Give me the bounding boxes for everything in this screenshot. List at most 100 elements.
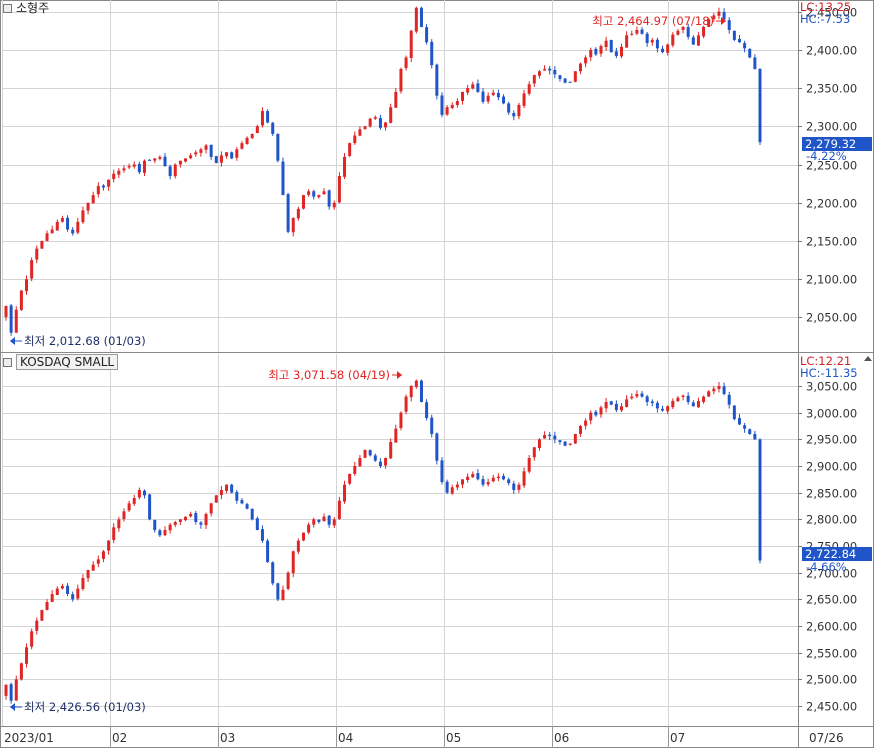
panel1-candle-body: [214, 156, 218, 164]
panel2-candle-body: [589, 412, 593, 421]
panel1-candle-body: [681, 26, 685, 30]
panel2-candle-body: [71, 594, 75, 600]
panel1-candle-body: [676, 30, 680, 35]
panel2-candle-body: [584, 420, 588, 426]
panel1-title-text: 소형주: [16, 1, 50, 15]
panel1-candle-body: [91, 195, 95, 204]
panel1-candle-body: [327, 190, 331, 207]
panel1-candle-body: [568, 81, 572, 83]
panel1-candle-body: [81, 210, 85, 223]
panel1-candle-body: [604, 40, 608, 48]
panel1-candle-body: [286, 194, 290, 232]
panel2-candle-body: [481, 479, 485, 485]
panel2-candle-body: [532, 447, 536, 458]
panel1-candle-body: [635, 29, 639, 34]
panel1-candle-body: [553, 69, 557, 75]
panel1-ytick-label: 2,100.00: [806, 273, 857, 287]
panel1-candle-body: [563, 78, 567, 83]
panel2-candle-body: [522, 471, 526, 486]
panel1-candle-body: [281, 161, 285, 196]
panel1-low-annotation: 최저 2,012.68 (01/03): [24, 334, 146, 348]
panel2-candle-body: [661, 408, 665, 411]
panel1-candle-body: [301, 195, 305, 209]
panel1-candle-body: [378, 118, 382, 128]
panel1-candle-body: [127, 166, 131, 168]
panel2-candle-body: [435, 433, 439, 461]
panel2-candle-body: [707, 391, 711, 397]
panel2-candle-body: [327, 515, 331, 525]
panel1-candle-body: [409, 30, 413, 58]
panel2-change-pct: -4.66%: [806, 560, 847, 574]
panel1-candle-body: [537, 71, 541, 76]
panel1-candle-body: [507, 103, 511, 113]
panel2-title[interactable]: KOSDAQ SMALL: [3, 354, 119, 370]
panel2-candle-body: [91, 564, 95, 571]
panel2-candle-body: [96, 559, 100, 564]
panel2-candle-body: [620, 406, 624, 411]
panel1-candle-body: [445, 107, 449, 115]
panel2-candle-body: [609, 401, 613, 405]
panel1-candle-body: [204, 145, 208, 150]
panel2-candle-body: [389, 442, 393, 459]
panel1-candle-body: [717, 11, 721, 16]
panel2-candle-body: [214, 495, 218, 503]
panel1-candle-body: [271, 122, 275, 134]
panel2-candle-body: [307, 524, 311, 533]
collapse-triangle-icon[interactable]: [864, 356, 872, 361]
panel2-candle-body: [30, 631, 34, 647]
panel1-candle-body: [532, 75, 536, 84]
panel1-candle-body: [686, 27, 690, 37]
panel1-candle-body: [450, 104, 454, 108]
panel2-candle-body: [476, 473, 480, 480]
panel1-candle-body: [666, 44, 670, 53]
panel2-ytick-label: 3,050.00: [806, 380, 857, 394]
panel1-candle-body: [30, 260, 34, 279]
panel1-candle-body: [743, 43, 747, 49]
panel2-title-text: KOSDAQ SMALL: [16, 354, 119, 370]
panel2-candle-body: [702, 396, 706, 402]
panel2-candle-body: [491, 477, 495, 482]
panel1-candle-body: [291, 218, 295, 233]
panel1-candle-body: [727, 20, 731, 30]
panel1-candle-body: [578, 63, 582, 72]
panel2-candle-body: [255, 518, 259, 530]
panel2-candle-body: [225, 484, 229, 491]
panel1-ytick-label: 2,450.00: [806, 6, 857, 20]
panel2-candle-body: [348, 474, 352, 484]
x-axis-label: 04: [338, 731, 353, 745]
panel1-ytick-label: 2,150.00: [806, 235, 857, 249]
panel2-ytick-label: 2,550.00: [806, 647, 857, 661]
panel2-candle-body: [640, 393, 644, 397]
panel1-low-arrowhead: [10, 337, 15, 345]
panel1-candle-body: [9, 305, 13, 333]
panel1-candle-body: [60, 218, 64, 222]
panel1-candle-body: [332, 202, 336, 208]
panel2-candle-body: [578, 426, 582, 434]
panel1-candle-body: [661, 48, 665, 53]
panel1-candle-body: [250, 133, 254, 138]
panel1-candle-body: [517, 104, 521, 117]
panel2-candle-body: [594, 411, 598, 416]
panel2-candle-body: [399, 412, 403, 428]
panel1-candle-body: [614, 51, 618, 56]
panel1-candle-body: [163, 156, 167, 167]
panel1-candle-body: [548, 68, 552, 71]
panel2-candle-body: [240, 500, 244, 504]
panel2-candle-body: [645, 396, 649, 402]
panel2-candle-body: [758, 439, 762, 561]
panel2-candle-body: [548, 434, 552, 437]
panel1-candle-body: [671, 34, 675, 46]
panel2-candle-body: [260, 529, 264, 541]
panel2-candle-body: [409, 386, 413, 398]
panel2-candle-body: [461, 479, 465, 485]
panel1-title[interactable]: 소형주: [3, 0, 49, 16]
panel2-ytick-label: 2,650.00: [806, 593, 857, 607]
panel1-candle-body: [35, 248, 39, 260]
panel2-lc: LC:12.21: [800, 354, 852, 368]
panel2-candle-body: [568, 443, 572, 445]
panel2-candle-body: [250, 508, 254, 520]
panel1-candle-body: [389, 107, 393, 123]
panel2-candle-body: [19, 663, 23, 680]
panel2-candle-body: [271, 562, 275, 584]
